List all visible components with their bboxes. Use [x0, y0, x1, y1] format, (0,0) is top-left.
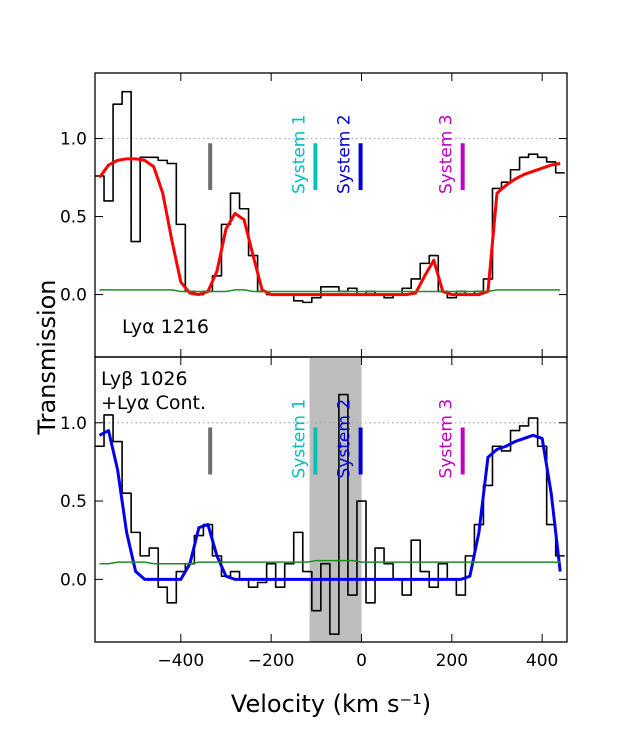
x-tick-label: 0 [356, 651, 367, 671]
y-tick-label: 1.0 [60, 130, 87, 150]
model-line [99, 559, 561, 565]
model-line [99, 289, 561, 293]
observed-spectrum [95, 90, 565, 304]
line-label: +Lyα Cont. [101, 392, 206, 414]
x-axis-label: Velocity (km s⁻¹) [231, 690, 431, 718]
x-tick-label: −400 [157, 651, 204, 671]
line-label: Lyα 1216 [122, 316, 209, 338]
system-label: System 1 [289, 114, 309, 194]
system-label: System 2 [335, 114, 355, 194]
y-tick-label: 0.0 [60, 286, 87, 306]
y-tick-label: 1.0 [60, 414, 87, 434]
line-label: Lyβ 1026 [101, 368, 188, 390]
plot-area [95, 90, 567, 304]
model-line [98, 429, 562, 581]
system-label: System 3 [437, 399, 457, 479]
system-label: System 1 [289, 399, 309, 479]
system-label: System 2 [335, 399, 355, 479]
model-line [98, 157, 561, 297]
plot-area [95, 357, 567, 642]
y-axis-label: Transmission [33, 279, 61, 435]
x-tick-label: −200 [248, 651, 295, 671]
y-tick-label: 0.0 [60, 570, 87, 590]
y-tick-label: 0.5 [60, 492, 87, 512]
x-tick-label: 400 [526, 651, 558, 671]
x-tick-label: 200 [436, 651, 468, 671]
y-tick-label: 0.5 [60, 208, 87, 228]
axes-frame [94, 356, 568, 643]
system-label: System 3 [437, 114, 457, 194]
